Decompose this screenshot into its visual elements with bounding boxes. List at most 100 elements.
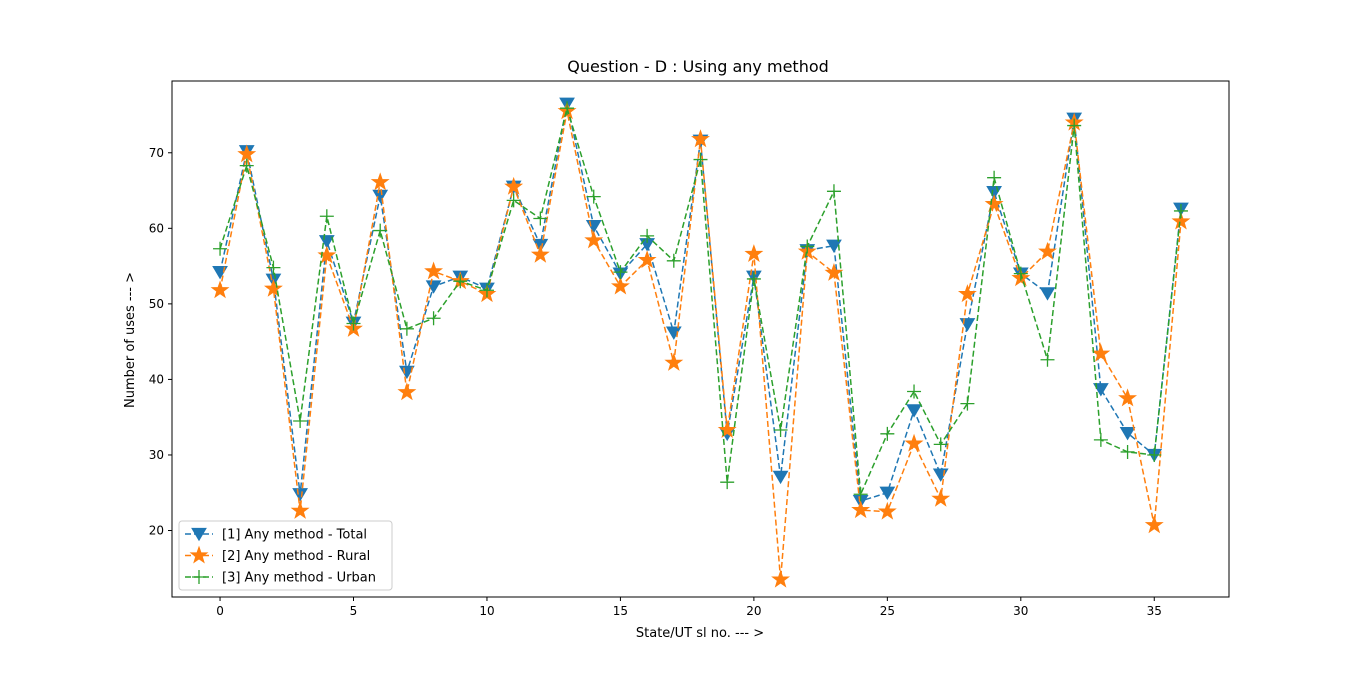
data-point xyxy=(1118,388,1138,407)
series-group xyxy=(210,97,1191,588)
data-point xyxy=(744,244,764,263)
data-point xyxy=(824,262,844,281)
data-point xyxy=(772,470,789,485)
data-point xyxy=(1013,266,1028,281)
x-tick-label: 35 xyxy=(1147,604,1162,618)
data-point xyxy=(506,193,521,208)
data-point xyxy=(960,396,975,411)
data-point xyxy=(290,500,310,519)
x-tick-label: 10 xyxy=(479,604,494,618)
data-point xyxy=(397,382,417,401)
y-tick-label: 20 xyxy=(149,524,164,538)
data-point xyxy=(373,223,388,238)
data-point xyxy=(1171,211,1191,230)
data-point xyxy=(586,189,601,204)
data-point xyxy=(904,433,924,452)
data-point xyxy=(613,265,628,280)
data-point xyxy=(879,486,896,501)
data-point xyxy=(640,228,655,243)
legend-box xyxy=(178,520,393,591)
legend-item: [2] Any method - Rural xyxy=(185,545,370,564)
data-point xyxy=(1040,352,1055,367)
data-point xyxy=(372,189,389,204)
data-point xyxy=(691,129,710,148)
data-point xyxy=(880,426,895,441)
legend-marker xyxy=(189,545,209,564)
data-point xyxy=(664,352,684,371)
data-point xyxy=(933,437,948,452)
data-point xyxy=(666,253,681,268)
data-point xyxy=(399,321,414,336)
data-point xyxy=(1091,343,1111,362)
data-point xyxy=(213,241,228,256)
x-tick-label: 20 xyxy=(746,604,761,618)
axes: 0 5 10 15 20 25 30 35 20 30 40 50 60 70 xyxy=(149,146,1162,618)
legend-marker xyxy=(192,570,206,584)
data-point xyxy=(771,569,791,588)
y-tick-label: 30 xyxy=(149,448,164,462)
data-point xyxy=(907,384,922,399)
data-point xyxy=(479,283,494,298)
data-point xyxy=(584,230,604,249)
y-tick-label: 70 xyxy=(149,146,164,160)
data-point xyxy=(826,184,841,199)
data-point xyxy=(239,158,254,173)
data-point xyxy=(746,271,761,286)
data-point xyxy=(210,280,230,299)
legend-label: [2] Any method - Rural xyxy=(222,549,370,564)
data-point xyxy=(984,194,1004,213)
data-point xyxy=(1093,432,1108,447)
x-tick-label: 0 xyxy=(216,604,224,618)
data-point xyxy=(1038,241,1057,260)
data-point xyxy=(1173,203,1188,218)
data-point xyxy=(693,152,708,167)
y-tick-label: 40 xyxy=(149,372,164,386)
legend: [1] Any method - Total [2] Any method - R… xyxy=(178,520,393,591)
data-point xyxy=(453,274,468,289)
data-point xyxy=(292,488,308,502)
data-point xyxy=(560,101,575,116)
data-point xyxy=(293,413,308,428)
series-3 xyxy=(213,101,1188,502)
x-tick-label: 30 xyxy=(1013,604,1028,618)
data-point xyxy=(319,209,334,224)
data-point xyxy=(266,260,281,275)
data-point xyxy=(237,144,257,163)
data-point xyxy=(1120,444,1135,459)
data-point xyxy=(637,250,657,269)
data-point xyxy=(800,239,815,254)
data-point xyxy=(1119,426,1136,441)
data-point xyxy=(504,176,524,195)
data-point xyxy=(720,475,735,490)
data-point xyxy=(853,487,868,502)
data-point xyxy=(530,244,550,263)
data-point xyxy=(263,278,283,297)
legend-label: [3] Any method - Urban xyxy=(222,571,376,586)
x-tick-label: 25 xyxy=(880,604,895,618)
y-tick-label: 50 xyxy=(149,297,164,311)
data-point xyxy=(610,276,630,295)
data-point xyxy=(877,501,897,520)
data-point xyxy=(424,261,444,280)
data-point xyxy=(957,284,977,303)
data-point xyxy=(1144,515,1164,534)
data-point xyxy=(346,316,361,331)
y-tick-label: 60 xyxy=(149,221,164,235)
x-axis-label: State/UT sl no. --- > xyxy=(636,626,764,641)
data-point xyxy=(931,488,951,507)
legend-label: [1] Any method - Total xyxy=(222,528,367,543)
data-point xyxy=(773,423,788,438)
plot-frame xyxy=(171,80,1230,598)
data-point xyxy=(851,500,871,519)
data-point xyxy=(370,172,390,191)
legend-item: [1] Any method - Total xyxy=(185,528,367,543)
data-point xyxy=(533,211,548,226)
data-point xyxy=(906,404,922,418)
data-point xyxy=(317,245,337,264)
data-point xyxy=(1067,118,1082,133)
legend-item: [3] Any method - Urban xyxy=(185,570,376,586)
data-point xyxy=(1147,447,1162,462)
legend-marker xyxy=(191,527,207,542)
data-point xyxy=(1093,383,1109,397)
